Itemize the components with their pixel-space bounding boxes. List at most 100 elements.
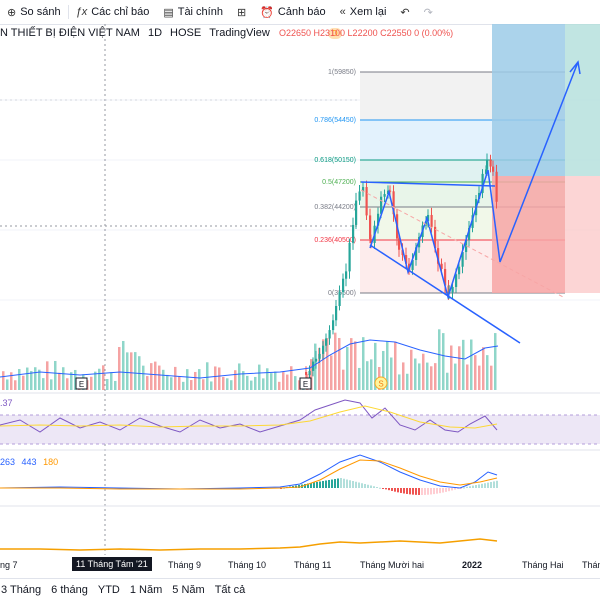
volume-bar (114, 380, 117, 390)
volume-bar (14, 380, 17, 390)
volume-bar (298, 380, 301, 390)
toolbar-divider (67, 5, 69, 19)
macd-hist-bar (298, 485, 300, 488)
macd-hist-bar (319, 481, 321, 488)
redo-button[interactable]: ↷ (417, 0, 440, 24)
range-ytd[interactable]: YTD (97, 584, 120, 596)
symbol-interval: 1D (147, 27, 163, 39)
macd-hist-bar (484, 483, 486, 488)
volume-bar (430, 366, 433, 390)
macd-hist-bar (304, 484, 306, 488)
event-marker-e2[interactable]: E (299, 377, 312, 390)
lower-trendline (369, 244, 521, 344)
volume-bar (290, 366, 293, 390)
volume-bar (54, 360, 57, 390)
macd-hist-bar (307, 483, 309, 488)
candle-body (370, 239, 373, 243)
volume-bar (18, 369, 21, 390)
macd-hist-bar (442, 488, 444, 493)
candle-body (444, 268, 447, 286)
time-label: 2022 (462, 560, 483, 570)
bottom-indicator-line (0, 538, 498, 551)
rsi-line (0, 399, 498, 433)
financials-button[interactable]: ▤ Tài chính (156, 0, 230, 24)
volume-ma-line (0, 339, 499, 379)
volume-bar (462, 339, 465, 390)
position-stop-zone (492, 176, 565, 293)
volume-bar (434, 363, 437, 390)
range-selector: 3 Tháng 6 tháng YTD 1 Năm 5 Năm Tất cả (0, 578, 600, 601)
candle-body (328, 330, 331, 339)
rsi-pane[interactable] (0, 399, 600, 445)
candle-body (486, 159, 489, 170)
candle-body (365, 187, 368, 216)
candle-body (389, 190, 392, 192)
price-chart[interactable]: 1(59850) 0.786(54450) 0.618(50150) 0.5(4… (0, 24, 600, 558)
undo-button[interactable]: ↶ (393, 0, 416, 24)
volume-bar (342, 369, 345, 390)
range-all[interactable]: Tất cả (214, 584, 246, 596)
macd-hist-bar (448, 488, 450, 492)
macd-hist-bar (316, 482, 318, 488)
volume-bar (190, 380, 193, 390)
macd-hist-bar (409, 488, 411, 495)
macd-hist-bar (331, 479, 333, 488)
macd-signal-line (0, 459, 498, 490)
volume-bar (250, 380, 253, 390)
split-marker[interactable]: S (374, 376, 388, 390)
macd-hist-bar (490, 482, 492, 488)
replay-button[interactable]: « Xem lại (333, 0, 394, 24)
volume-bar (254, 376, 257, 390)
volume-bar (126, 352, 129, 390)
templates-button[interactable]: ⊞ (230, 0, 253, 24)
alerts-button[interactable]: ⏰ Cảnh báo (253, 0, 332, 24)
macd-hist-bar (334, 479, 336, 488)
candle-body (471, 215, 474, 228)
position-stop-zone-ext (565, 176, 600, 293)
wave-pattern (369, 61, 579, 300)
macd-pane[interactable] (0, 454, 498, 495)
macd-hist-bar (415, 488, 417, 495)
time-label: Tháng Mười hai (360, 560, 424, 570)
volume-bar (446, 372, 449, 390)
candle-body (458, 266, 461, 275)
volume-bar (242, 371, 245, 390)
alarm-icon: ⏰ (260, 6, 274, 19)
time-axis[interactable]: ng 7 Tháng 9 Tháng 10 Tháng 11 Tháng Mườ… (0, 558, 600, 572)
range-3m[interactable]: 3 Tháng (1, 584, 42, 596)
volume-bar (386, 341, 389, 390)
compare-button[interactable]: ⊕ So sánh (0, 0, 68, 24)
time-label: ng 7 (0, 560, 18, 570)
volume-bar (418, 363, 421, 390)
volume-bar (122, 340, 125, 390)
volume-bar (202, 379, 205, 390)
macd-hist-bar (481, 483, 483, 488)
macd-hist-bar (382, 488, 384, 489)
volume-bar (98, 368, 101, 390)
volume-bar (170, 377, 173, 390)
event-marker-e1[interactable]: E (75, 377, 88, 390)
volume-bar (358, 367, 361, 390)
fib-label-1: 1(59850) (328, 69, 356, 76)
macd-hist-bar (391, 488, 393, 491)
trend-drawings[interactable] (360, 60, 581, 344)
volume-bar (66, 378, 69, 390)
range-5y[interactable]: 5 Năm (172, 584, 205, 596)
svg-text:E: E (79, 380, 84, 389)
volume-bar (366, 361, 369, 390)
volume-bar (266, 368, 269, 390)
time-label: Tháng 9 (168, 560, 202, 570)
candle-body (335, 306, 338, 321)
range-1y[interactable]: 1 Năm (129, 584, 163, 596)
macd-hist-bar (451, 488, 453, 491)
time-label: Tháng 10 (228, 560, 267, 570)
candle-body (305, 372, 308, 375)
volume-bar (490, 365, 493, 390)
indicators-button[interactable]: ƒx Các chỉ báo (69, 0, 157, 24)
volume-bar (334, 332, 337, 390)
volume-bar (458, 346, 461, 390)
range-6m[interactable]: 6 tháng (51, 584, 88, 596)
candle-body (427, 214, 430, 222)
position-tool[interactable] (492, 24, 600, 293)
macd-hist-bar (430, 488, 432, 495)
